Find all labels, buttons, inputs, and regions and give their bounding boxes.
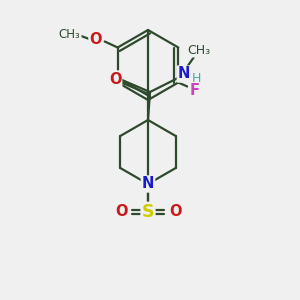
Text: O: O — [109, 71, 121, 86]
Text: O: O — [89, 32, 102, 47]
Text: S: S — [142, 203, 154, 221]
Text: N: N — [178, 67, 190, 82]
Text: N: N — [142, 176, 154, 191]
Text: O: O — [169, 205, 181, 220]
Text: O: O — [115, 205, 127, 220]
Text: CH₃: CH₃ — [188, 44, 211, 56]
Text: F: F — [189, 83, 199, 98]
Text: CH₃: CH₃ — [59, 28, 81, 41]
Text: H: H — [191, 73, 201, 85]
